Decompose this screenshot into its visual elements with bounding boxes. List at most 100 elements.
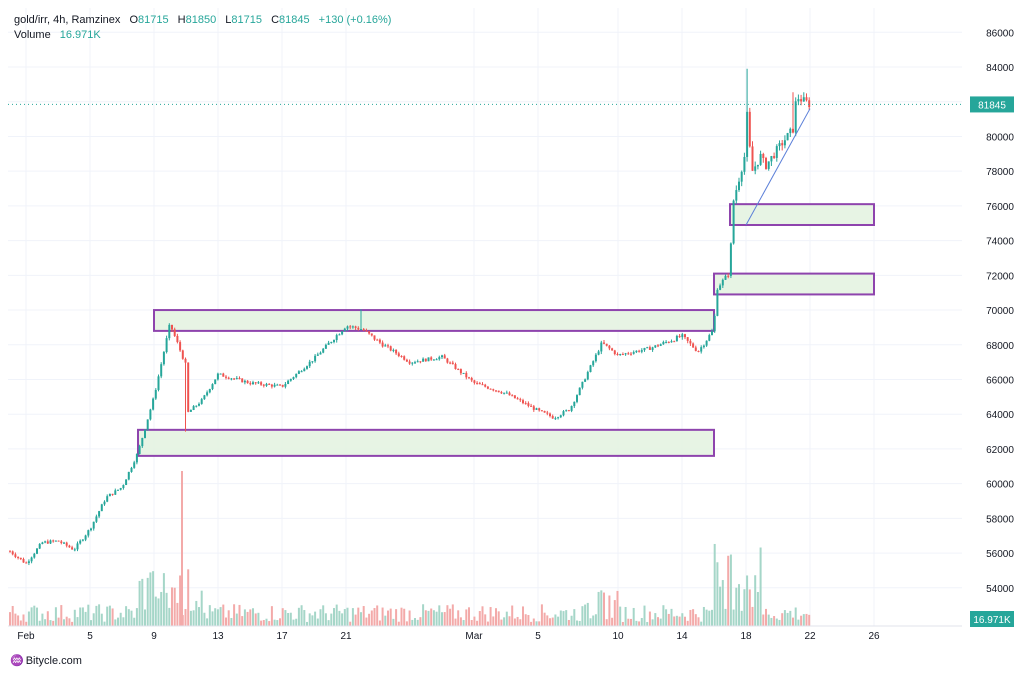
candle-body: [684, 334, 686, 338]
volume-bar: [103, 621, 106, 626]
candle-body: [44, 541, 47, 543]
candle-body: [638, 350, 641, 352]
volume-bar: [314, 611, 317, 626]
volume-bar: [700, 621, 703, 626]
candle-body: [794, 101, 797, 133]
candle-body: [152, 398, 155, 410]
volume-bar: [108, 605, 111, 626]
volume-bar: [381, 607, 384, 626]
candle-body: [76, 543, 79, 550]
volume-bar: [513, 618, 516, 626]
volume-bar: [195, 600, 198, 626]
volume-bar: [473, 616, 476, 626]
volume-bar: [697, 617, 700, 626]
volume-bar: [546, 615, 549, 626]
candle-body: [432, 359, 435, 361]
volume-bar: [90, 620, 92, 626]
candle-body: [559, 415, 562, 418]
candle-body: [657, 345, 659, 347]
volume-bar: [497, 611, 500, 626]
candle-body: [586, 372, 589, 380]
candle-body: [535, 408, 538, 410]
volume-bar: [281, 608, 284, 626]
candle-body: [41, 542, 44, 544]
candle-body: [508, 392, 511, 396]
volume-bar: [225, 617, 227, 626]
volume-bar: [81, 607, 84, 626]
volume-bar: [524, 614, 527, 626]
volume-bar: [287, 613, 290, 626]
volume-bar: [119, 612, 122, 626]
candle-body: [392, 349, 395, 351]
volume-bar: [63, 619, 65, 626]
volume-bar: [613, 600, 616, 626]
volume-bar: [333, 608, 335, 626]
volume-bar: [392, 618, 395, 626]
volume-bar: [754, 575, 757, 626]
candle-body: [732, 200, 735, 244]
volume-bar: [354, 614, 357, 626]
candle-body: [481, 384, 484, 386]
volume-bar: [527, 615, 530, 626]
volume-bar: [654, 613, 657, 626]
candle-body: [478, 383, 481, 385]
volume-bar: [230, 617, 233, 626]
volume-bar: [489, 607, 492, 626]
volume-bar: [173, 587, 176, 626]
candle-body: [675, 335, 678, 342]
y-tick-label: 60000: [986, 480, 1014, 491]
volume-bar: [549, 618, 551, 626]
candle-body: [411, 362, 414, 364]
candle-body: [697, 350, 700, 352]
candle-body: [705, 340, 708, 346]
volume-bar: [678, 616, 681, 626]
volume-bar: [211, 611, 214, 626]
candle-body: [465, 372, 468, 378]
volume-bar: [319, 609, 322, 626]
volume-bar: [311, 615, 314, 626]
candle-body: [211, 384, 214, 390]
volume-bar: [341, 613, 344, 626]
volume-bar: [486, 621, 489, 626]
candle-body: [435, 359, 438, 361]
candle-body: [681, 334, 684, 338]
volume-bar: [573, 609, 576, 626]
candle-body: [424, 358, 427, 362]
volume-bar: [87, 604, 90, 626]
volume-bar: [92, 613, 95, 626]
candle-body: [122, 485, 125, 489]
y-tick-label: 84000: [986, 63, 1014, 74]
brand-watermark: ♒ Bitycle.com: [10, 654, 82, 667]
candle-body: [354, 326, 357, 328]
x-tick-label: 13: [212, 631, 224, 642]
volume-bar: [214, 608, 217, 626]
candle-body: [505, 392, 508, 394]
volume-bar: [681, 613, 684, 626]
candle-body: [38, 543, 41, 549]
candle-body: [165, 338, 168, 353]
volume-bar: [538, 621, 541, 626]
volume-bar: [441, 612, 443, 626]
candle-body: [292, 377, 295, 379]
last-price-text: 81845: [978, 100, 1006, 111]
y-tick-label: 72000: [986, 271, 1014, 282]
volume-bar: [98, 604, 101, 626]
candle-body: [689, 340, 692, 344]
candle-body: [775, 146, 778, 158]
volume-bar: [71, 621, 74, 626]
candle-body: [648, 347, 651, 350]
candle-body: [49, 540, 52, 544]
candle-body: [200, 399, 203, 404]
volume-bar: [130, 610, 133, 626]
volume-bar: [397, 621, 400, 626]
candle-body: [808, 100, 811, 108]
volume-bar: [192, 610, 195, 626]
x-tick-label: 17: [276, 631, 288, 642]
candle-body: [125, 479, 128, 486]
volume-bar: [303, 610, 306, 626]
volume-bar: [198, 607, 200, 626]
candle-body: [565, 410, 568, 412]
volume-bar: [306, 621, 308, 626]
candle-body: [630, 353, 632, 355]
